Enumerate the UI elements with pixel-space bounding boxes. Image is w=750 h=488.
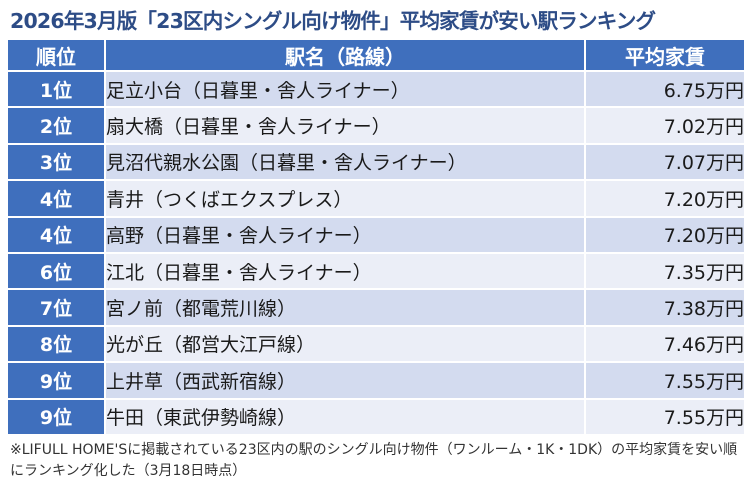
rank-cell: 1位 [6,69,106,109]
table-row: 9位 上井草（西武新宿線） 7.55万円 [6,361,746,400]
rank-cell: 8位 [6,324,106,364]
table-row: 7位 宮ノ前（都電荒川線） 7.38万円 [6,288,746,327]
station-cell: 扇大橋（日暮里・舎人ライナー） [104,106,586,145]
rank-cell: 9位 [6,397,106,436]
station-cell: 見沼代親水公園（日暮里・舎人ライナー） [104,142,586,182]
rank-cell: 9位 [6,361,106,400]
table-row: 9位 牛田（東武伊勢崎線） 7.55万円 [6,397,746,436]
header-station: 駅名（路線） [104,38,586,72]
header-rent: 平均家賃 [584,38,746,72]
station-cell: 宮ノ前（都電荒川線） [104,288,586,327]
rent-cell: 7.55万円 [584,397,746,436]
station-cell: 牛田（東武伊勢崎線） [104,397,586,436]
ranking-table: 順位 駅名（路線） 平均家賃 1位 足立小台（日暮里・舎人ライナー） 6.75万… [6,38,746,436]
table-header-row: 順位 駅名（路線） 平均家賃 [6,38,746,72]
table-row: 3位 見沼代親水公園（日暮里・舎人ライナー） 7.07万円 [6,142,746,182]
rent-cell: 7.20万円 [584,215,746,254]
station-cell: 高野（日暮里・舎人ライナー） [104,215,586,254]
station-cell: 江北（日暮里・舎人ライナー） [104,251,586,291]
table-row: 4位 青井（つくばエクスプレス） 7.20万円 [6,179,746,218]
page-title: 2026年3月版「23区内シングル向け物件」平均家賃が安い駅ランキング [10,9,656,33]
rank-cell: 4位 [6,179,106,218]
table-row: 8位 光が丘（都営大江戸線） 7.46万円 [6,324,746,364]
rank-cell: 7位 [6,288,106,327]
rent-cell: 7.55万円 [584,361,746,400]
rent-cell: 7.20万円 [584,179,746,218]
rank-cell: 3位 [6,142,106,182]
rent-cell: 7.02万円 [584,106,746,145]
table-row: 1位 足立小台（日暮里・舎人ライナー） 6.75万円 [6,69,746,109]
rank-cell: 2位 [6,106,106,145]
table-row: 6位 江北（日暮里・舎人ライナー） 7.35万円 [6,251,746,291]
rent-cell: 7.07万円 [584,142,746,182]
rank-cell: 6位 [6,251,106,291]
footnote: ※LIFULL HOME'Sに掲載されている23区内の駅のシングル向け物件（ワン… [10,442,738,479]
rank-cell: 4位 [6,215,106,254]
rent-cell: 6.75万円 [584,69,746,109]
rent-cell: 7.46万円 [584,324,746,364]
station-cell: 足立小台（日暮里・舎人ライナー） [104,69,586,109]
station-cell: 光が丘（都営大江戸線） [104,324,586,364]
station-cell: 青井（つくばエクスプレス） [104,179,586,218]
table-row: 2位 扇大橋（日暮里・舎人ライナー） 7.02万円 [6,106,746,145]
rent-cell: 7.35万円 [584,251,746,291]
table-row: 4位 高野（日暮里・舎人ライナー） 7.20万円 [6,215,746,254]
header-rank: 順位 [6,38,106,72]
station-cell: 上井草（西武新宿線） [104,361,586,400]
rent-cell: 7.38万円 [584,288,746,327]
